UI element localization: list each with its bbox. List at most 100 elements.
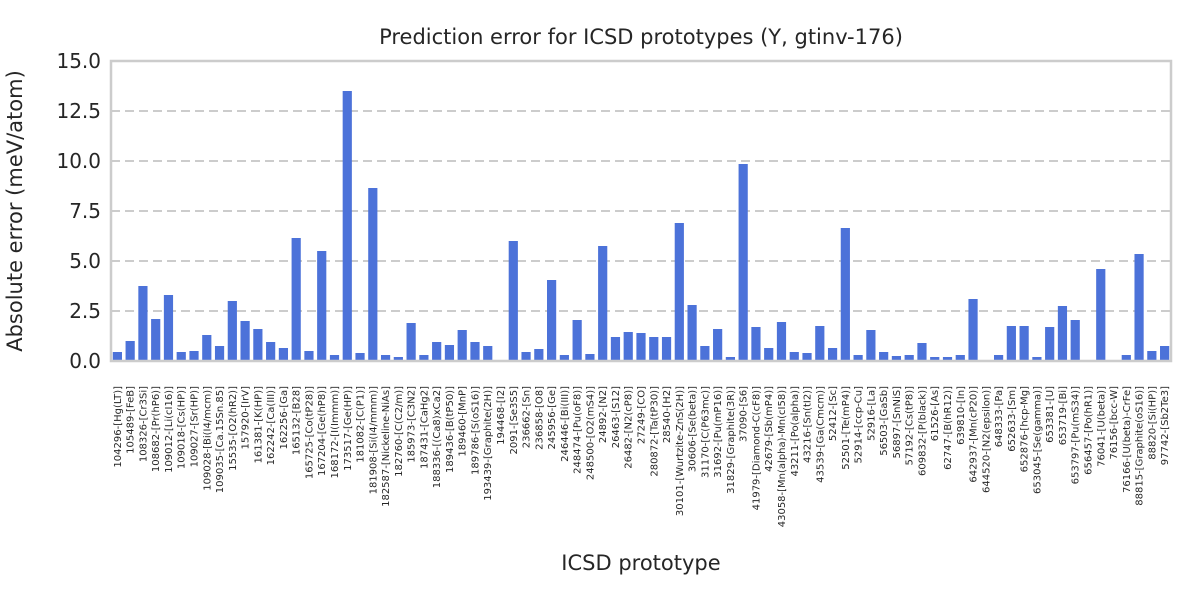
bar bbox=[942, 357, 953, 361]
x-tick-label: 189786-[S(oS16)] bbox=[470, 386, 481, 475]
x-tick-label: 27249-[CO] bbox=[637, 386, 648, 444]
y-tick-label: 0.0 bbox=[69, 349, 101, 373]
bar bbox=[1121, 355, 1131, 361]
bar bbox=[610, 337, 621, 361]
x-tick-label: 185973-[C3N2] bbox=[407, 386, 418, 463]
x-tick-label: 639810-[In] bbox=[956, 386, 967, 445]
bar bbox=[419, 355, 429, 361]
x-tick-label: 162242-[Ca(III)] bbox=[266, 386, 277, 465]
bar bbox=[380, 355, 391, 361]
x-tick-label: 182760-[C(C2/m)] bbox=[394, 386, 405, 477]
bar bbox=[138, 286, 148, 361]
x-tick-label: 181908-[Si(I4/mmm)] bbox=[368, 386, 379, 495]
bar bbox=[687, 305, 697, 361]
x-tick-label: 652633-[Sm] bbox=[1007, 386, 1018, 452]
x-tick-label: 109035-[Ca.15Sn.85] bbox=[215, 386, 226, 493]
x-tick-label: 43211-[Po(alpha)] bbox=[790, 386, 801, 477]
x-tick-label: 2091-[Se3S5] bbox=[509, 386, 520, 455]
bar bbox=[1160, 346, 1170, 361]
bar bbox=[636, 333, 646, 361]
x-tick-label: 642937-[Mn(cP20)] bbox=[969, 386, 980, 483]
plot-frame bbox=[109, 59, 1173, 363]
x-tick-label: 43216-[Sn(tI2)] bbox=[803, 386, 814, 463]
x-tick-label: 37090-[S6] bbox=[739, 386, 750, 442]
x-tick-label: 24892-[N2] bbox=[598, 386, 609, 443]
bar bbox=[304, 351, 314, 361]
bar bbox=[355, 353, 365, 361]
bar bbox=[1045, 327, 1055, 361]
chart-title: Prediction error for ICSD prototypes (Y,… bbox=[379, 25, 903, 49]
bar bbox=[968, 299, 978, 361]
x-tick-label: 161381-[K(HP)] bbox=[253, 386, 264, 464]
bar bbox=[904, 355, 914, 361]
bar bbox=[725, 357, 735, 361]
x-tick-label: 76156-[bcc-W] bbox=[1109, 386, 1120, 460]
bar bbox=[738, 164, 748, 361]
bar bbox=[827, 348, 838, 361]
x-tick-label: 168172-[I(Immm)] bbox=[330, 386, 341, 479]
x-tick-label: 653797-[Pu(mS34)] bbox=[1071, 386, 1082, 484]
bar bbox=[214, 346, 225, 361]
bar bbox=[1006, 326, 1016, 361]
y-tick-label: 10.0 bbox=[56, 149, 101, 173]
bar bbox=[291, 238, 301, 361]
bar bbox=[112, 352, 122, 361]
x-tick-label: 42679-[Sb(mP4)] bbox=[764, 386, 775, 472]
x-tick-label: 193439-[Graphite(2H)] bbox=[483, 386, 494, 501]
x-tick-label: 194468-[I2] bbox=[496, 386, 507, 445]
bar bbox=[163, 295, 174, 361]
x-tick-label: 157920-[IrV] bbox=[241, 386, 252, 450]
x-tick-label: 165725-[Co(tP28)] bbox=[304, 386, 315, 479]
x-tick-label: 57192-[Cs(tP8)] bbox=[905, 386, 916, 466]
x-tick-label: 167204-[Ge(hP8)] bbox=[317, 386, 328, 476]
bar bbox=[508, 241, 518, 361]
x-tick-label: 165132-[B28] bbox=[292, 386, 303, 455]
x-tick-label: 76041-[U(beta)] bbox=[1096, 386, 1107, 467]
x-tick-label: 236662-[Sn] bbox=[522, 386, 533, 448]
bar bbox=[700, 346, 710, 361]
x-tick-label: 245956-[Ge] bbox=[547, 386, 558, 450]
x-axis-label: ICSD prototype bbox=[561, 551, 720, 575]
x-tick-label: 52916-[La] bbox=[866, 386, 877, 441]
x-tick-label: 56503-[GaSb] bbox=[879, 386, 890, 456]
y-tick-label: 7.5 bbox=[69, 199, 101, 223]
bar bbox=[151, 319, 161, 361]
x-tick-label: 109012-[Li(cI16)] bbox=[164, 386, 175, 473]
bar bbox=[815, 326, 825, 361]
x-tick-label: 88820-[Si(HP)] bbox=[1147, 386, 1158, 460]
bar bbox=[585, 354, 595, 361]
bar bbox=[240, 321, 250, 361]
x-tick-label: 189436-[B(tP50)] bbox=[445, 386, 456, 473]
bar bbox=[751, 327, 761, 361]
bars bbox=[112, 91, 1170, 361]
bar bbox=[368, 188, 378, 361]
bar bbox=[917, 343, 927, 361]
x-tick-label: 104296-[Hg(LT)] bbox=[113, 386, 124, 468]
bar bbox=[547, 280, 557, 361]
x-tick-label: 56897-[SnNiS] bbox=[892, 386, 903, 459]
x-tick-label: 187431-[CaHg2] bbox=[419, 386, 430, 469]
bar bbox=[623, 332, 633, 361]
y-tick-label: 2.5 bbox=[69, 299, 101, 323]
x-tick-label: 62747-[B(hR12)] bbox=[943, 386, 954, 470]
bar bbox=[1096, 269, 1106, 361]
bar bbox=[1032, 357, 1042, 361]
bar bbox=[1147, 351, 1157, 361]
bar bbox=[202, 335, 212, 361]
bar bbox=[253, 329, 263, 361]
bar bbox=[227, 301, 237, 361]
y-tick-label: 5.0 bbox=[69, 249, 101, 273]
x-tick-label: 41979-[Diamond-C(cF8)] bbox=[751, 386, 762, 510]
x-tick-label: 108682-[Pr(hP6)] bbox=[151, 386, 162, 472]
x-tick-label: 30606-[Se(beta)] bbox=[688, 386, 699, 472]
bar bbox=[993, 355, 1004, 361]
bar bbox=[432, 342, 442, 361]
x-tick-label: 61526-[As] bbox=[930, 386, 941, 441]
x-tick-label: 28540-[H2] bbox=[662, 386, 673, 443]
x-tick-label: 280872-[Ta(tP30)] bbox=[649, 386, 660, 477]
bar bbox=[776, 322, 787, 361]
bar bbox=[1019, 326, 1029, 361]
x-tick-label: 52914-[ccp-Cu] bbox=[854, 386, 865, 464]
bar bbox=[483, 346, 493, 361]
